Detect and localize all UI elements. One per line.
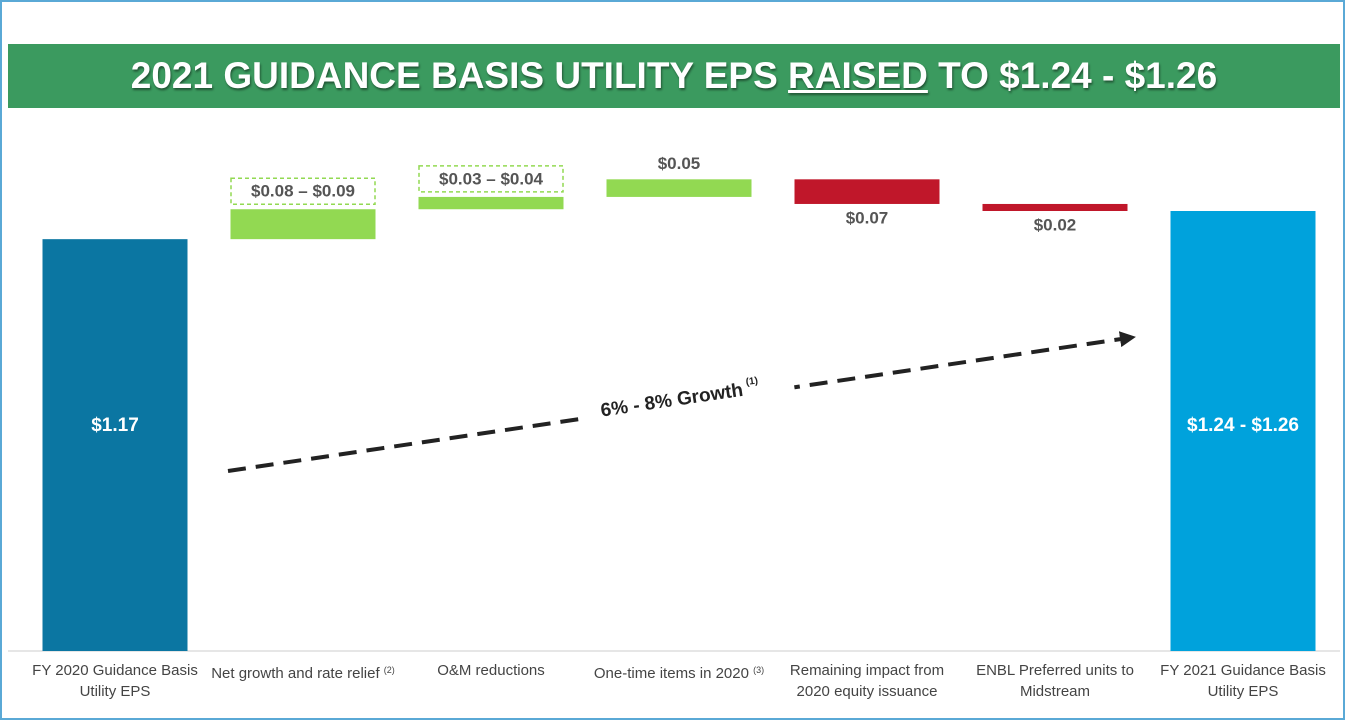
- category-label: ENBL Preferred units to Midstream: [976, 662, 1134, 700]
- value-label: $0.07: [846, 208, 889, 227]
- annotation-note: (1): [745, 375, 759, 388]
- bar: [606, 179, 752, 197]
- value-label: $0.05: [658, 154, 701, 173]
- x-tick-label: Net growth and rate relief (2): [210, 660, 396, 684]
- annotation-bg: [578, 367, 797, 431]
- value-label: $0.03 – $0.04: [439, 169, 544, 188]
- x-tick-label: FY 2021 Guidance Basis Utility EPS: [1150, 660, 1336, 702]
- label-box: [230, 177, 376, 205]
- category-label: FY 2020 Guidance Basis Utility EPS: [32, 662, 198, 700]
- category-label: O&M reductions: [437, 662, 545, 679]
- bar: [42, 239, 188, 651]
- title-text: TO $1.24 - $1.26: [927, 55, 1218, 96]
- x-tick-label: One-time items in 2020 (3): [586, 660, 772, 684]
- title-emphasis: RAISED: [788, 55, 928, 96]
- bar: [418, 196, 564, 210]
- category-note: (3): [753, 665, 765, 675]
- x-tick-label: FY 2020 Guidance Basis Utility EPS: [22, 660, 208, 702]
- x-tick-label: O&M reductions: [398, 660, 584, 681]
- value-label: $1.17: [91, 415, 139, 436]
- x-tick-label: ENBL Preferred units to Midstream: [962, 660, 1148, 702]
- category-label: One-time items in 2020: [593, 665, 749, 682]
- value-label: $1.24 - $1.26: [1187, 415, 1299, 436]
- label-box: [418, 165, 564, 193]
- bar: [794, 179, 940, 204]
- x-tick-label: Remaining impact from 2020 equity issuan…: [774, 660, 960, 702]
- category-label: Remaining impact from 2020 equity issuan…: [789, 662, 945, 700]
- bar: [982, 203, 1128, 211]
- value-label: $0.02: [1034, 215, 1077, 234]
- bar: [1170, 211, 1316, 651]
- value-label: $0.08 – $0.09: [251, 182, 355, 201]
- title-text: 2021 GUIDANCE BASIS UTILITY EPS: [130, 55, 789, 96]
- category-note: (2): [383, 665, 395, 675]
- category-label: FY 2021 Guidance Basis Utility EPS: [1160, 662, 1326, 700]
- title: 2021 GUIDANCE BASIS UTILITY EPS RAISED T…: [8, 44, 1340, 108]
- annotation: 6% - 8% Growth(1): [578, 367, 797, 431]
- bar: [230, 209, 376, 240]
- category-label: Net growth and rate relief: [211, 665, 380, 682]
